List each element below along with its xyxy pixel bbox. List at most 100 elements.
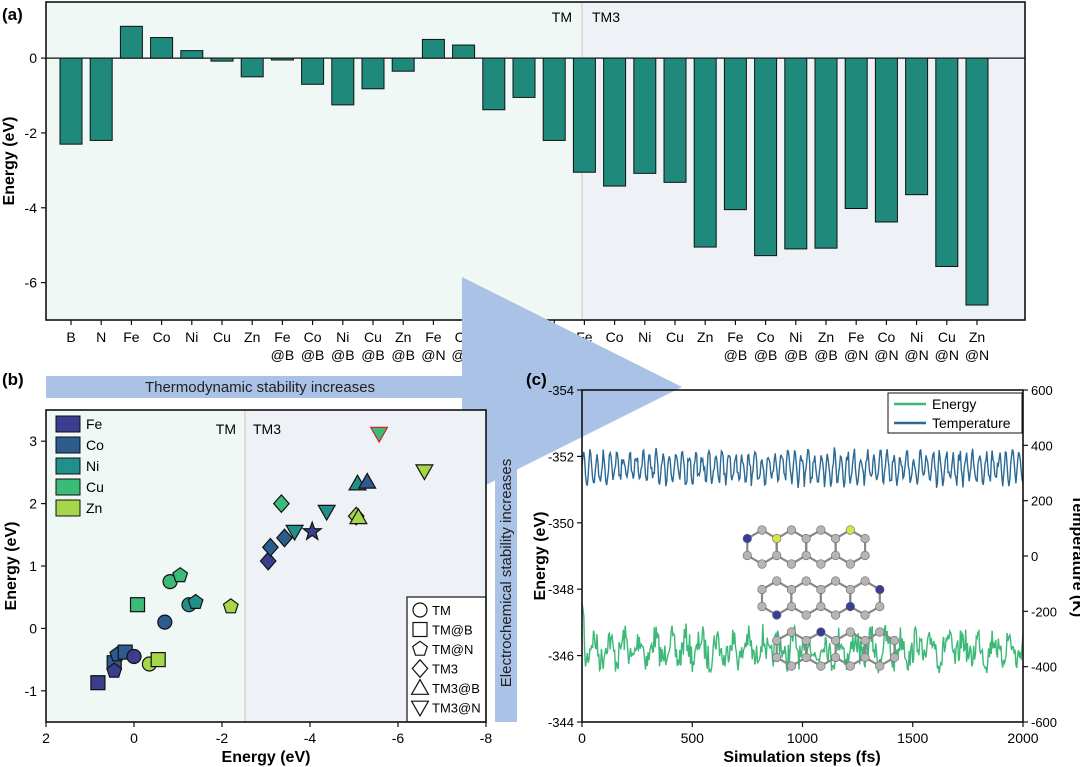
panel-b-y-ticks: -1 0 1 2 3 [25,433,46,699]
x-tick-label: Zn [969,329,985,345]
x-tick-label-sub: @B [271,347,295,363]
x-tick-label: Ni [789,329,802,345]
y-tick-label: 0 [29,620,37,636]
x-tick-label: Fe [274,329,291,345]
bar [784,57,808,250]
lattice-ring [834,528,867,566]
legend-swatch [55,499,81,517]
bar [391,57,415,72]
lattice-atom [801,576,811,586]
panel-c-y2-ticks: 600 400 200 0 -200 -400 -600 [1023,383,1057,730]
data-point [348,507,368,525]
data-point [317,504,337,522]
panel-a-y-ticks: 0 -2 -4 -6 [25,50,46,291]
x-tick-label: Zn [697,329,713,345]
x-tick-label: N [96,329,106,345]
data-point [106,662,123,678]
x-tick-label-sub: @N [421,347,445,363]
x-tick-label: Cu [364,329,382,345]
lattice-atom [889,635,900,646]
lattice-ring [746,528,778,566]
lattice-atom [757,559,767,569]
lattice-atom [786,627,797,637]
bar [754,57,778,257]
lattice-ring [849,579,881,617]
panel-a-x-ticks: B N Fe Co Ni Cu Zn Fe @B Co @B Ni @B Cu @B Zn @B Fe @N Co @N… [66,320,989,363]
bar [844,57,868,210]
x-tick-label: Zn [546,329,562,345]
lattice-atom [845,661,855,671]
y-tick-label: -352 [548,449,574,464]
legend-label: Fe [86,416,103,432]
x-tick-label: Zn [244,329,260,345]
panel-c-x-label: Simulation steps (fs) [723,749,880,766]
legend-label: Zn [86,500,102,516]
data-point [357,472,377,489]
lattice-ring [790,579,823,617]
panel-b-y-label: Energy (eV) [3,522,20,611]
x-tick-label-sub: @N [512,347,536,363]
legend-label: TM3@N [432,701,481,716]
bar [482,57,506,111]
series-line-temperature [581,447,1024,488]
x-tick-label-sub: @N [844,347,868,363]
panel-c-y2-label: Temperature (K) [1069,495,1080,617]
bar [572,57,596,173]
data-point [301,520,323,541]
legend-label: TM3 [432,662,458,677]
bar [452,44,476,59]
panel-b-label: (b) [2,370,24,389]
x-tick-label: Fe [727,329,744,345]
bar [603,57,627,187]
panel-c-lines [581,447,1024,674]
y-tick-label: -350 [548,516,574,531]
lattice-atom [875,601,885,612]
legend-marker [411,658,429,679]
x-tick-label: Co [153,329,171,345]
panel-a-y-label: Energy (eV) [1,117,18,206]
data-point [157,614,173,630]
bar [814,57,838,249]
electro-arrow-label: Electrochemical stability increases [498,459,515,687]
panel-b-shape-legend: TM TM@B TM@N TM3 TM3@B TM3@N [410,602,481,718]
x-tick-label: Co [877,329,895,345]
legend-label: TM@N [432,642,473,657]
bar [59,57,83,145]
x-tick-label: Cu [213,329,231,345]
bar [542,57,566,141]
y2-tick-label: 600 [1031,383,1053,398]
bar [119,25,143,59]
data-point [259,551,277,571]
lattice-atom [801,610,811,620]
y2-tick-label: 400 [1031,438,1053,453]
electro-arrow [495,424,517,722]
y-tick-label: -1 [25,683,38,699]
lattice-atom [757,601,767,612]
x-tick-label: Cu [938,329,956,345]
lattice-atom [860,550,870,561]
lattice-atom [845,525,855,535]
y-tick-label: -354 [548,383,574,398]
y-tick-label: -6 [25,275,38,291]
x-tick-label: Ni [185,329,198,345]
bar [965,57,989,306]
y2-tick-label: -600 [1031,715,1057,730]
lattice-atom [801,533,811,544]
bar [210,57,234,62]
data-point [261,537,279,557]
lattice-atom [786,525,797,535]
legend-temperature-label: Temperature [932,415,1011,431]
lattice-atom [845,627,855,637]
lattice-ring [775,528,808,566]
x-tick-label: 500 [681,730,705,746]
x-tick-label-sub: @B [301,347,325,363]
lattice-atom [860,576,870,586]
x-tick-label: Fe [425,329,442,345]
legend-label: Co [86,437,104,453]
lattice-atom [860,610,870,620]
x-tick-label: Zn [818,329,834,345]
lattice-atom [772,533,782,544]
legend-label: Ni [86,458,99,474]
x-tick-label: Co [606,329,624,345]
